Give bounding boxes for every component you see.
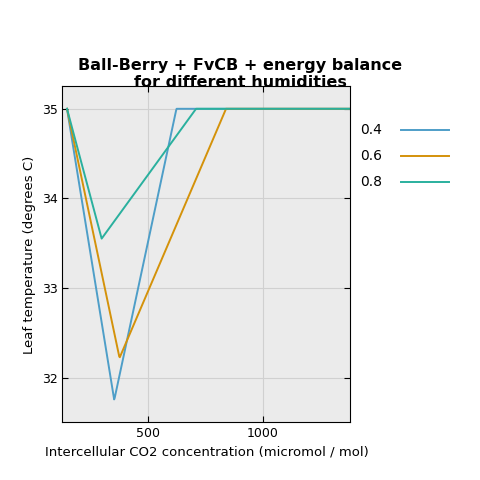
0.6 [201,157,207,163]
0.8 [341,106,347,112]
Line: 0.4: 0.4 [67,109,350,399]
0.6 [341,106,347,112]
0.6 [218,118,224,123]
0.8 [233,106,239,112]
0.4 [233,106,239,112]
0.8 [64,106,70,112]
Text: 0.4: 0.4 [360,122,382,137]
0.6 [348,106,353,112]
Line: 0.6: 0.6 [67,109,350,357]
X-axis label: Intercellular CO2 concentration (micromol / mol): Intercellular CO2 concentration (micromo… [45,446,368,459]
0.8 [199,106,205,112]
0.4 [218,106,224,112]
0.4 [201,106,207,112]
0.4 [199,106,205,112]
0.8 [218,106,224,112]
0.6 [117,354,123,360]
0.4 [297,106,303,112]
0.4 [111,396,117,402]
0.6 [297,106,303,112]
0.4 [348,106,353,112]
0.6 [233,106,239,112]
0.4 [341,106,347,112]
0.8 [348,106,353,112]
Text: Ball-Berry + FvCB + energy balance
for different humidities: Ball-Berry + FvCB + energy balance for d… [78,58,402,90]
0.4 [64,106,70,112]
0.8 [99,236,105,241]
0.8 [297,106,303,112]
0.8 [201,106,207,112]
Y-axis label: Leaf temperature (degrees C): Leaf temperature (degrees C) [23,155,36,354]
0.6 [199,162,205,168]
Line: 0.8: 0.8 [67,109,350,239]
Text: 0.8: 0.8 [360,175,382,190]
0.6 [64,106,70,112]
Text: 0.6: 0.6 [360,149,382,163]
